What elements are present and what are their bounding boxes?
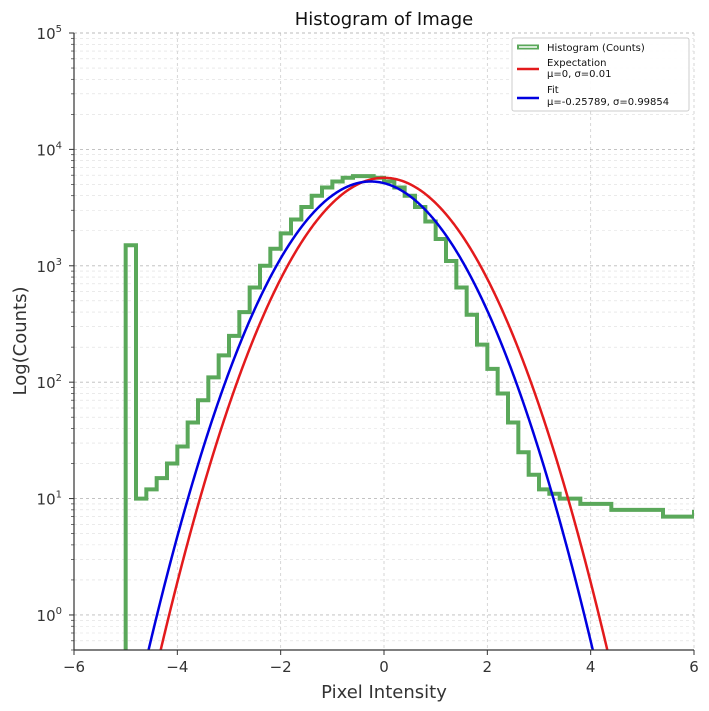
legend-sublabel-expectation: μ=0, σ=0.01 [547, 69, 611, 80]
fit-curve [147, 180, 595, 650]
y-axis-label: Log(Counts) [10, 286, 31, 395]
expectation-curve [159, 176, 609, 650]
y-tick-label: 103 [37, 257, 62, 276]
y-tick-label: 101 [37, 490, 62, 509]
x-tick-label: 6 [689, 658, 699, 676]
x-tick-label: 4 [586, 658, 596, 676]
chart-title: Histogram of Image [295, 9, 474, 30]
legend-sublabel-fit: μ=-0.25789, σ=0.99854 [547, 97, 669, 108]
y-tick-label: 100 [37, 606, 62, 625]
legend-box [511, 37, 690, 112]
x-tick-label: −6 [63, 658, 85, 676]
y-tick-label: 104 [37, 140, 62, 159]
y-ticks: 100 101 102 103 104 105 [37, 24, 74, 651]
legend: Histogram (Counts) Expectation μ=0, σ=0.… [511, 37, 690, 112]
y-tick-label: 102 [37, 373, 62, 392]
histogram-series [123, 174, 694, 650]
x-ticks: −6 −4 −2 0 2 4 6 [63, 650, 699, 676]
plot-area [123, 174, 694, 650]
legend-label-histogram: Histogram (Counts) [547, 43, 645, 54]
x-axis-label: Pixel Intensity [321, 682, 447, 703]
y-tick-label: 105 [37, 24, 62, 43]
x-tick-label: −2 [270, 658, 292, 676]
legend-label-expectation: Expectation [547, 58, 606, 69]
x-tick-label: 2 [483, 658, 493, 676]
x-tick-label: 0 [379, 658, 389, 676]
legend-label-fit: Fit [547, 85, 559, 96]
x-tick-label: −4 [166, 658, 188, 676]
grid-lines [73, 32, 695, 651]
